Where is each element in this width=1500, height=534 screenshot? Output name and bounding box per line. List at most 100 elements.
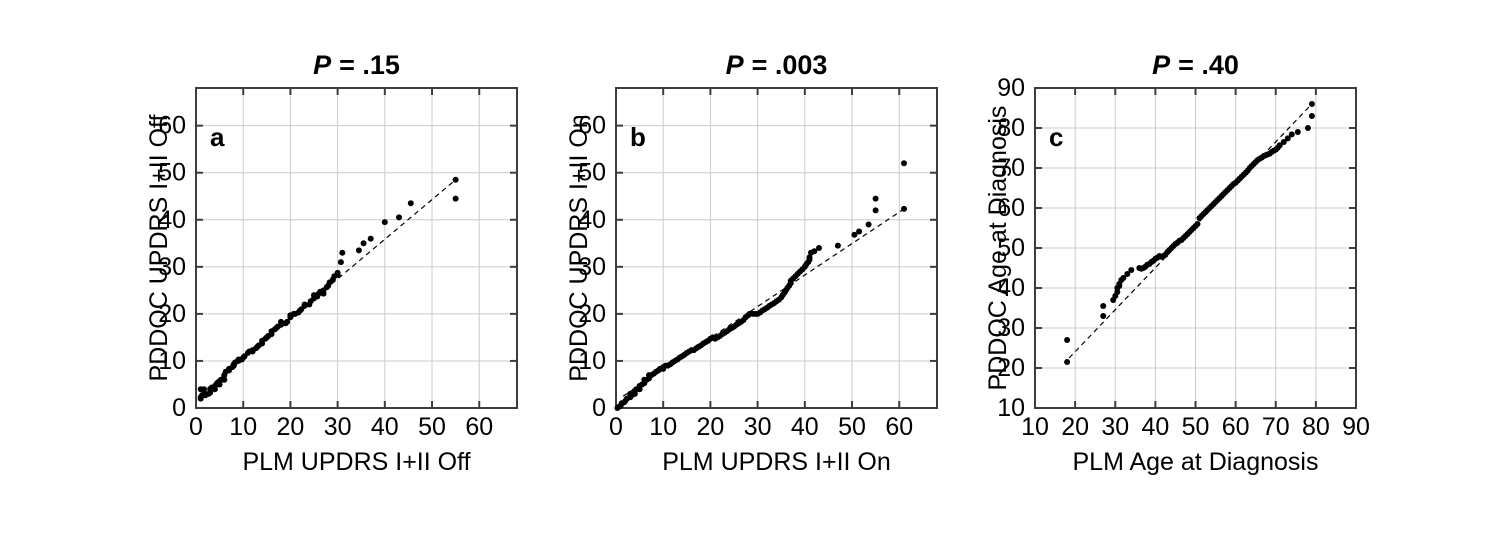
data-point xyxy=(1288,131,1295,138)
data-point xyxy=(1124,271,1131,277)
data-point xyxy=(278,318,284,325)
x-tick-label: 50 xyxy=(1182,413,1210,441)
data-point xyxy=(851,231,858,238)
p-value-text: = .40 xyxy=(1178,50,1239,80)
plot-border xyxy=(195,87,518,409)
data-point xyxy=(334,269,341,276)
y-tick-label: 50 xyxy=(158,159,186,187)
data-point xyxy=(1304,125,1311,131)
p-value-text: = .15 xyxy=(339,50,400,80)
panel-b-x-axis-label: PLM UPDRS I+II On xyxy=(662,448,891,476)
data-point xyxy=(1280,139,1287,145)
x-tick-label: 30 xyxy=(324,413,352,441)
data-point xyxy=(1064,337,1071,343)
data-point xyxy=(1100,303,1107,309)
data-point xyxy=(1308,101,1315,107)
panel-a-plot: 0 10 20 30 40 50 60 0 10 20 30 40 50 60 xyxy=(158,87,518,441)
y-tick-label: 30 xyxy=(158,253,186,281)
data-point xyxy=(1308,113,1315,119)
data-point xyxy=(337,259,344,266)
panel-b-pvalue: P = .003 xyxy=(616,50,937,81)
panel-a-x-axis-label: PLM UPDRS I+II Off xyxy=(242,448,471,476)
data-point xyxy=(221,376,228,383)
x-tick-label: 0 xyxy=(609,413,623,441)
x-tick-label: 20 xyxy=(697,413,725,441)
y-tick-label: 30 xyxy=(997,314,1025,342)
data-point xyxy=(381,219,388,226)
y-tick-label: 40 xyxy=(158,206,186,234)
panel-a-y-axis-label: PDDOC UPDRS I+II Off xyxy=(145,114,173,382)
y-tick-label: 10 xyxy=(158,347,186,375)
data-point xyxy=(865,221,872,228)
y-tick-label: 40 xyxy=(997,274,1025,302)
data-point xyxy=(811,248,818,255)
data-point xyxy=(1128,267,1135,273)
y-tick-label: 60 xyxy=(578,112,606,140)
data-point xyxy=(872,207,879,214)
x-tick-label: 30 xyxy=(1101,413,1129,441)
data-point xyxy=(816,245,822,251)
panel-a-pvalue: P = .15 xyxy=(196,50,517,81)
y-tick-label: 60 xyxy=(158,112,186,140)
y-tick-label: 60 xyxy=(997,194,1025,222)
data-point xyxy=(1064,359,1071,365)
x-tick-label: 50 xyxy=(418,413,446,441)
data-point xyxy=(1120,275,1127,281)
panel-b-y-axis-label: PDDOC UPDRS I+II On xyxy=(565,114,593,382)
p-symbol: P xyxy=(725,50,744,80)
data-point xyxy=(856,228,863,235)
y-tick-label: 0 xyxy=(592,394,606,422)
y-tick-label: 50 xyxy=(997,234,1025,262)
x-tick-label: 80 xyxy=(1302,413,1330,441)
panel-b-letter: b xyxy=(630,122,646,152)
data-point xyxy=(360,240,367,247)
data-point xyxy=(806,254,813,261)
data-point xyxy=(284,318,291,325)
data-point xyxy=(452,195,459,202)
panel-c-pvalue: P = .40 xyxy=(1035,50,1356,81)
panel-c-plot: 10 20 30 40 50 60 70 80 90 10 20 30 40 50 60 70 80 90 xyxy=(997,74,1370,441)
data-point xyxy=(901,205,907,212)
data-point xyxy=(396,214,402,221)
x-tick-label: 10 xyxy=(229,413,257,441)
y-tick-label: 80 xyxy=(997,114,1025,142)
data-point xyxy=(452,176,459,183)
panel-a: 0 10 20 30 40 50 60 0 10 20 30 40 50 60 P = .15 a PLM … xyxy=(136,30,546,530)
y-tick-label: 0 xyxy=(172,394,186,422)
data-point xyxy=(1100,313,1107,319)
y-tick-label: 90 xyxy=(997,74,1025,102)
x-tick-label: 20 xyxy=(1061,413,1089,441)
data-point xyxy=(407,200,414,207)
x-tick-label: 40 xyxy=(791,413,819,441)
panel-c-letter: c xyxy=(1049,122,1064,152)
x-tick-label: 40 xyxy=(371,413,399,441)
panel-c-y-axis-label: PDDOC Age at Diagnosis xyxy=(984,105,1012,391)
x-tick-label: 40 xyxy=(1141,413,1169,441)
p-value-text: = .003 xyxy=(751,50,828,80)
x-tick-label: 60 xyxy=(885,413,913,441)
data-point xyxy=(201,386,207,393)
x-tick-label: 20 xyxy=(277,413,305,441)
panel-a-letter: a xyxy=(210,122,225,152)
y-tick-label: 50 xyxy=(578,159,606,187)
data-point xyxy=(355,247,362,254)
panel-b: 0 10 20 30 40 50 60 0 10 20 30 40 50 60 P = .003 b PLM… xyxy=(556,30,966,530)
panel-b-plot: 0 10 20 30 40 50 60 0 10 20 30 40 50 60 xyxy=(578,87,938,441)
p-symbol: P xyxy=(313,50,332,80)
x-tick-label: 0 xyxy=(189,413,203,441)
y-tick-label: 20 xyxy=(578,300,606,328)
x-tick-label: 70 xyxy=(1262,413,1290,441)
y-tick-label: 20 xyxy=(158,300,186,328)
data-point xyxy=(1294,129,1301,135)
data-point xyxy=(834,242,841,249)
data-point xyxy=(301,301,308,308)
y-tick-label: 40 xyxy=(578,206,606,234)
x-tick-label: 50 xyxy=(838,413,866,441)
y-tick-label: 10 xyxy=(578,347,606,375)
data-point xyxy=(872,195,879,202)
y-tick-label: 10 xyxy=(997,394,1025,422)
p-symbol: P xyxy=(1152,50,1171,80)
x-tick-label: 60 xyxy=(465,413,493,441)
y-tick-label: 70 xyxy=(997,154,1025,182)
